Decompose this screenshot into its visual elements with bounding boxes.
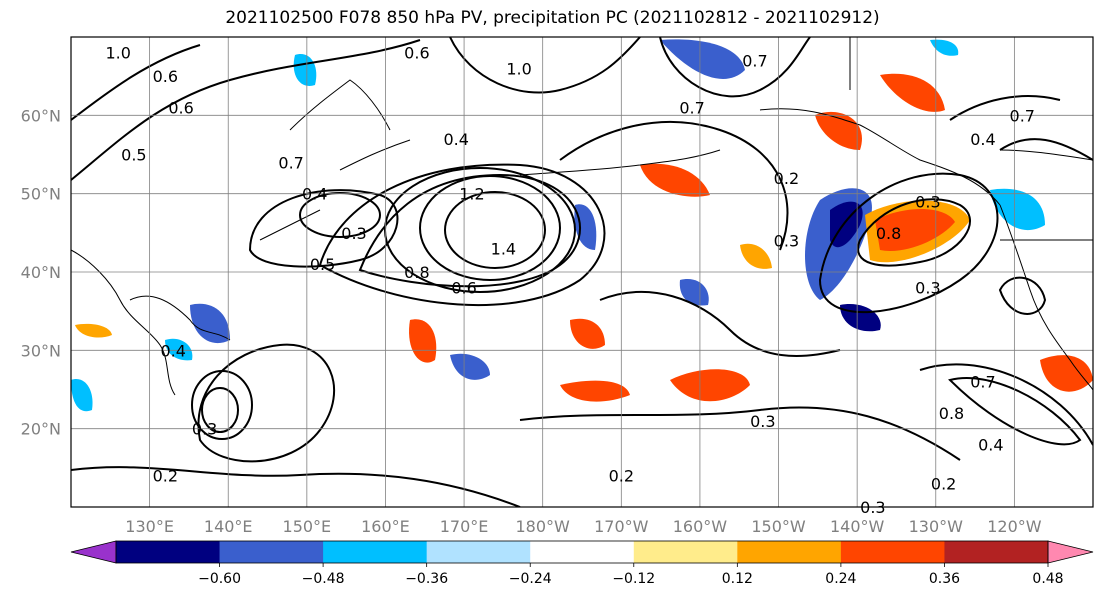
colorbar-tick-label: −0.24 <box>509 571 552 587</box>
precipitation-shading <box>71 39 1093 412</box>
contour-label: 0.4 <box>970 130 995 149</box>
contour-label: 0.7 <box>742 52 767 71</box>
lon-tick-label: 160°W <box>673 517 728 536</box>
colorbar-segment <box>426 541 531 563</box>
lon-tick-label: 160°E <box>361 517 410 536</box>
contour-label: 0.2 <box>931 475 956 494</box>
lon-tick-label: 130°E <box>125 517 174 536</box>
colorbar-tick-label: −0.12 <box>612 571 655 587</box>
colorbar-segment <box>116 541 221 563</box>
contour-label: 0.6 <box>168 99 193 118</box>
contour-label: 0.2 <box>153 467 178 486</box>
lat-tick-label: 40°N <box>21 263 61 282</box>
contour-label: 0.4 <box>160 341 185 360</box>
colorbar-frame <box>115 540 1049 564</box>
contour-label: 0.8 <box>939 404 964 423</box>
lon-tick-label: 150°W <box>751 517 806 536</box>
contour-label: 0.6 <box>153 67 178 86</box>
lon-tick-label: 170°W <box>594 517 649 536</box>
contour-label: 0.7 <box>679 99 704 118</box>
contour-label: 0.5 <box>310 255 335 274</box>
lon-tick-label: 140°E <box>204 517 253 536</box>
lat-tick-label: 30°N <box>21 341 61 360</box>
contour-label: 0.7 <box>278 153 303 172</box>
colorbar-segment <box>323 541 428 563</box>
contour-label: 0.4 <box>978 435 1003 454</box>
colorbar-tick-label: 0.24 <box>825 571 856 587</box>
contour-label: 1.4 <box>491 240 516 259</box>
lon-tick-label: 170°E <box>440 517 489 536</box>
plot-frame <box>70 36 1094 508</box>
contour-labels: 1.0 0.6 0.6 0.5 0.7 0.4 0.3 0.5 0.8 0.6 1.2 1.4 0.4 0… <box>105 44 1035 517</box>
pv-contours <box>71 37 1093 507</box>
colorbar-segment <box>633 541 738 563</box>
contour-label: 0.6 <box>404 44 429 63</box>
contour-label: 0.3 <box>774 232 799 251</box>
lon-tick-label: 140°W <box>830 517 885 536</box>
colorbar-segment <box>944 541 1049 563</box>
gridlines <box>71 37 1093 507</box>
contour-label: 0.3 <box>915 193 940 212</box>
longitude-labels: 130°E 140°E 150°E 160°E 170°E 180°W 170°W 160°W… <box>125 517 1041 536</box>
contour-label: 0.4 <box>443 130 468 149</box>
colorbar-tick-label: −0.36 <box>405 571 448 587</box>
colorbar: −0.60 −0.48 −0.36 −0.24 −0.12 0.12 0.24 0.36 0.4… <box>70 540 1094 587</box>
colorbar-segment <box>219 541 324 563</box>
contour-label: 0.8 <box>876 224 901 243</box>
contour-label: 0.3 <box>341 224 366 243</box>
lat-tick-label: 20°N <box>21 420 61 439</box>
lon-tick-label: 150°E <box>283 517 332 536</box>
contour-label: 0.4 <box>302 185 327 204</box>
coastlines <box>71 37 1093 396</box>
contour-label: 0.3 <box>915 279 940 298</box>
colorbar-tick-label: 0.36 <box>929 571 960 587</box>
colorbar-tick-label: 0.48 <box>1032 571 1063 587</box>
colorbar-extend-high <box>1047 540 1094 564</box>
lat-tick-label: 50°N <box>21 185 61 204</box>
lon-tick-label: 120°W <box>987 517 1042 536</box>
contour-label: 0.8 <box>404 263 429 282</box>
contour-label: 1.0 <box>506 59 531 78</box>
contour-label: 0.3 <box>192 420 217 439</box>
contour-label: 1.2 <box>459 185 484 204</box>
lon-tick-label: 180°W <box>516 517 571 536</box>
latitude-labels: 20°N 30°N 40°N 50°N 60°N <box>21 106 61 438</box>
map-title: 2021102500 F078 850 hPa PV, precipitatio… <box>225 8 880 28</box>
colorbar-extend-low <box>70 540 117 564</box>
contour-label: 0.6 <box>451 279 476 298</box>
colorbar-segment <box>530 541 635 563</box>
contour-label: 0.7 <box>1010 106 1035 125</box>
contour-label: 0.7 <box>970 373 995 392</box>
colorbar-tick-label: −0.60 <box>198 571 241 587</box>
colorbar-segment <box>737 541 842 563</box>
contour-label: 1.0 <box>105 44 130 63</box>
lat-tick-label: 60°N <box>21 106 61 125</box>
contour-label: 0.5 <box>121 146 146 165</box>
colorbar-segment <box>840 541 945 563</box>
contour-label: 0.2 <box>774 169 799 188</box>
contour-label: 0.2 <box>609 467 634 486</box>
contour-label: 0.3 <box>750 412 775 431</box>
colorbar-tick-label: −0.48 <box>302 571 345 587</box>
lon-tick-label: 130°W <box>909 517 964 536</box>
colorbar-tick-label: 0.12 <box>722 571 753 587</box>
